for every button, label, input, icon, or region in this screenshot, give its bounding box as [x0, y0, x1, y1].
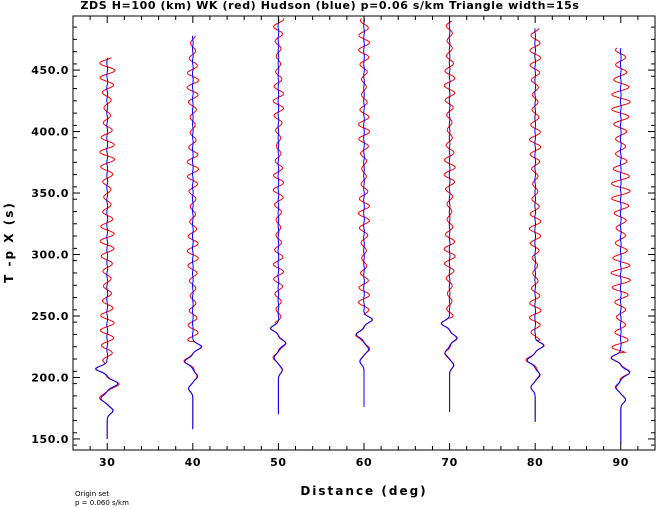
x-tick-label: 60 — [356, 456, 373, 469]
x-axis-label: Distance (deg) — [300, 484, 427, 498]
x-tick-label: 30 — [99, 456, 116, 469]
hudson-trace-50 — [270, 18, 287, 415]
y-tick-label: 200.0 — [31, 371, 69, 384]
x-tick-label: 50 — [270, 456, 287, 469]
trace-group — [94, 18, 631, 444]
x-tick-label: 40 — [185, 456, 202, 469]
x-tick-label: 80 — [527, 456, 544, 469]
y-tick-label: 450.0 — [31, 64, 69, 77]
x-tick-label: 90 — [613, 456, 630, 469]
y-tick-label: 150.0 — [31, 433, 69, 446]
y-tick-label: 300.0 — [31, 249, 69, 262]
origin-note: Origin set — [75, 490, 109, 498]
hudson-trace-60 — [355, 18, 373, 407]
y-tick-label: 400.0 — [31, 126, 69, 139]
x-tick-label: 70 — [441, 456, 458, 469]
chart-title: ZDS H=100 (km) WK (red) Hudson (blue) p=… — [80, 0, 579, 12]
hudson-trace-70 — [440, 20, 458, 412]
axis-ticks: 30 40 50 60 70 80 90 150.0 200.0 250.0 300.0 350.0 4… — [31, 16, 656, 469]
slowness-note: p = 0.060 s/km — [75, 499, 129, 507]
hudson-trace-90 — [610, 47, 631, 444]
wk-trace-90 — [610, 47, 631, 444]
hudson-trace-40 — [184, 35, 202, 430]
y-tick-label: 250.0 — [31, 310, 69, 323]
wk-trace-70 — [440, 20, 458, 412]
hudson-trace-30 — [95, 57, 119, 439]
hudson-trace-80 — [526, 28, 545, 422]
y-axis-label: T -p X (s) — [2, 201, 16, 283]
y-tick-label: 350.0 — [31, 187, 69, 200]
